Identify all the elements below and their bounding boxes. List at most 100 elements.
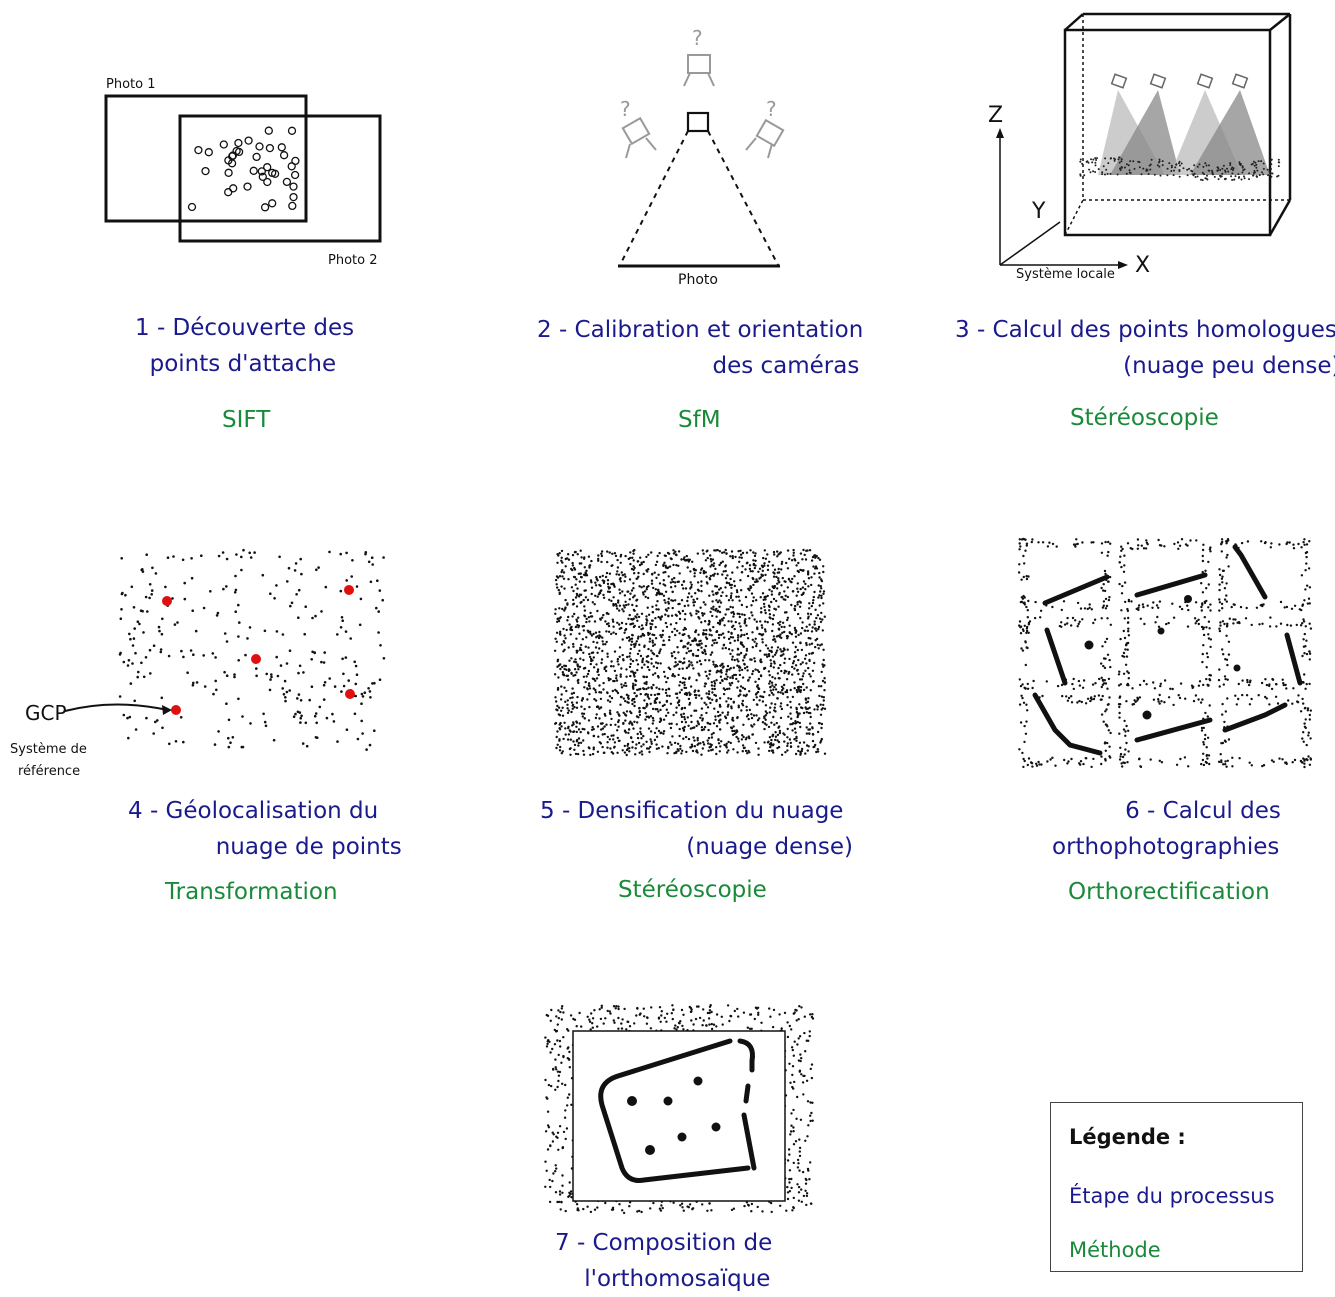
dense-point: [638, 751, 641, 754]
dense-point: [793, 608, 797, 612]
sparse-point: [1206, 174, 1208, 177]
mosaic-border-point: [661, 1206, 664, 1210]
dense-point: [808, 643, 811, 646]
tie-point-marker: [282, 177, 292, 187]
dense-point: [709, 610, 712, 614]
cloud-point: [225, 557, 229, 561]
dense-point: [688, 636, 691, 639]
dense-point: [608, 598, 611, 601]
ortho-border-point: [1127, 634, 1131, 637]
dense-point: [628, 655, 631, 658]
dense-point: [735, 589, 739, 592]
ortho-border-point: [1226, 759, 1229, 762]
ortho-border-point: [1025, 720, 1028, 723]
dense-point: [730, 727, 734, 730]
cloud-point: [342, 672, 345, 676]
dense-point: [624, 554, 627, 558]
dense-point: [720, 594, 723, 598]
dense-point: [738, 673, 742, 677]
dense-point: [579, 549, 582, 552]
mosaic-border-point: [786, 1191, 790, 1194]
ortho-border-point: [1239, 605, 1243, 609]
ortho-border-point: [1207, 754, 1211, 757]
dense-point: [745, 693, 748, 696]
dense-point: [739, 641, 743, 644]
dense-point: [633, 675, 636, 678]
dense-point: [626, 701, 629, 704]
dense-point: [679, 660, 682, 664]
sparse-point: [1079, 160, 1082, 163]
dense-point: [677, 610, 681, 613]
ortho-border-point: [1208, 627, 1211, 630]
dense-point: [594, 584, 598, 587]
ortho-border-point: [1109, 731, 1112, 735]
dense-point: [578, 722, 581, 725]
dense-point: [783, 611, 787, 614]
ortho-border-point: [1024, 663, 1027, 667]
ortho-border-point: [1208, 704, 1211, 707]
ortho-border-point: [1101, 606, 1105, 609]
mosaic-border-point: [575, 1025, 578, 1028]
dense-point: [578, 632, 581, 635]
ortho-border-point: [1123, 564, 1126, 567]
sparse-point: [1217, 169, 1220, 172]
dense-point: [779, 654, 783, 657]
sparse-point: [1120, 158, 1123, 161]
ortho-border-point: [1247, 683, 1251, 687]
ortho-border-point: [1201, 570, 1204, 574]
dense-point: [567, 615, 570, 619]
cloud-point: [134, 651, 137, 655]
ortho-border-point: [1159, 682, 1162, 685]
sparse-point: [1178, 169, 1181, 171]
ortho-border-point: [1218, 568, 1221, 571]
dense-point: [760, 607, 763, 610]
dense-point: [628, 665, 632, 669]
ortho-border-point: [1306, 707, 1310, 710]
dense-point: [715, 585, 719, 588]
ortho-border-point: [1102, 664, 1105, 668]
cloud-point: [345, 551, 348, 555]
dense-point: [804, 706, 807, 709]
dense-point: [813, 661, 816, 665]
dense-point: [628, 722, 631, 725]
mosaic-border-point: [792, 1126, 795, 1129]
dense-point: [752, 698, 755, 702]
sparse-point: [1212, 173, 1214, 176]
dense-point: [683, 715, 686, 719]
dense-point: [572, 602, 576, 605]
ortho-border-point: [1029, 761, 1033, 764]
dense-point: [808, 623, 811, 626]
dense-point: [681, 706, 684, 710]
dense-point: [616, 621, 619, 624]
ortho-border-point: [1018, 748, 1021, 751]
dense-point: [780, 685, 784, 688]
dense-point: [575, 706, 579, 709]
ortho-border-point: [1207, 637, 1211, 640]
dense-point: [807, 577, 811, 580]
dense-point: [817, 647, 820, 650]
dense-point: [779, 648, 782, 651]
mosaic-border-point: [746, 1203, 750, 1206]
ortho-border-point: [1204, 733, 1207, 737]
dense-point: [636, 732, 639, 736]
cloud-point: [296, 710, 300, 714]
dense-point: [555, 575, 559, 578]
ortho-border-point: [1258, 623, 1261, 626]
dense-point: [567, 578, 570, 581]
mosaic-border-point: [761, 1210, 764, 1213]
dense-point: [640, 737, 643, 740]
dense-point: [741, 734, 744, 737]
dense-point: [596, 651, 599, 654]
dense-point: [574, 661, 578, 664]
dense-point: [617, 663, 620, 666]
dense-point: [677, 564, 680, 567]
ortho-border-point: [1022, 594, 1025, 598]
dense-point: [740, 668, 744, 672]
dense-point: [731, 655, 734, 658]
ortho-border-point: [1232, 603, 1235, 606]
ortho-border-point: [1080, 700, 1083, 704]
dense-point: [711, 698, 714, 701]
dense-point: [758, 717, 761, 720]
dense-point: [589, 662, 592, 666]
dense-point: [598, 684, 601, 687]
